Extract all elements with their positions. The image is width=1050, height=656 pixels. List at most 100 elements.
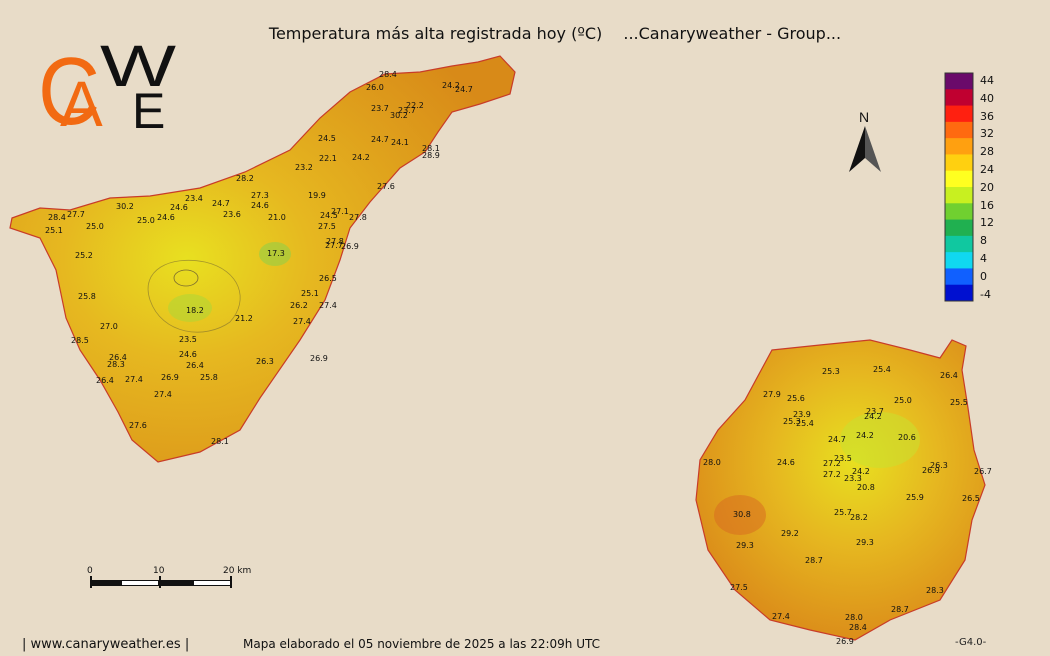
station-label: 26.3 xyxy=(930,461,948,470)
station-label: 25.7 xyxy=(834,508,852,517)
station-label: 27.8 xyxy=(326,237,344,246)
legend-tick-label: 8 xyxy=(980,234,987,248)
station-label: 26.7 xyxy=(974,467,992,476)
station-label: 24.7 xyxy=(828,435,846,444)
logo-letter-c: C xyxy=(38,38,100,134)
station-label: 27.8 xyxy=(349,213,367,222)
station-label: 23.5 xyxy=(179,335,197,344)
station-label: 20.8 xyxy=(857,483,875,492)
station-label: 22.1 xyxy=(319,154,337,163)
legend-tick-label: 40 xyxy=(980,91,994,105)
station-label: 27.2 xyxy=(823,459,841,468)
legend-band xyxy=(945,138,973,155)
station-label: 27.1 xyxy=(331,207,349,216)
station-label: 26.2 xyxy=(290,301,308,310)
station-label: 30.2 xyxy=(390,111,408,120)
station-label: 27.7 xyxy=(325,241,343,250)
legend-band xyxy=(945,170,973,188)
station-label: 28.3 xyxy=(926,586,944,595)
station-label: 25.5 xyxy=(950,398,968,407)
station-label: 30.8 xyxy=(733,510,751,519)
grancanaria-labels: 25.3 25.4 26.4 27.9 25.6 25.0 25.5 23.9 … xyxy=(703,365,992,646)
station-label: 28.2 xyxy=(236,174,254,183)
legend-tick-label: 4 xyxy=(980,252,987,265)
station-label: 28.7 xyxy=(805,556,823,565)
station-label: 28.9 xyxy=(422,151,440,160)
map-title: Temperatura más alta registrada hoy (ºC)… xyxy=(0,24,1050,43)
station-label: 24.1 xyxy=(391,138,409,147)
station-label: 23.7 xyxy=(866,407,884,416)
station-label: 23.3 xyxy=(844,474,862,483)
station-label: 26.5 xyxy=(319,274,337,283)
legend-band xyxy=(945,154,973,172)
gc-green-zone xyxy=(840,412,920,468)
station-label: 29.2 xyxy=(781,529,799,538)
station-label: 30.2 xyxy=(116,202,134,211)
station-label: 21.0 xyxy=(268,213,286,222)
station-label: 29.3 xyxy=(736,541,754,550)
station-label: 27.5 xyxy=(730,583,748,592)
station-label: 21.2 xyxy=(235,314,253,323)
station-label: 27.9 xyxy=(763,390,781,399)
tenerife-labels: 28.4 26.0 24.2 24.7 23.7 22.2 23.7 30.2 … xyxy=(45,70,473,446)
gc-hot-zone xyxy=(714,495,766,535)
station-label: 24.5 xyxy=(318,134,336,143)
footer-version: -G4.0- xyxy=(955,637,987,648)
station-label: 17.3 xyxy=(267,249,285,258)
station-label: 26.5 xyxy=(962,494,980,503)
legend-band xyxy=(945,268,973,286)
tenerife-island xyxy=(9,55,516,463)
station-label: 23.7 xyxy=(371,104,389,113)
station-label: 27.4 xyxy=(125,375,143,384)
station-label: 24.7 xyxy=(212,199,230,208)
grancanaria-shape xyxy=(695,339,986,641)
station-label: 27.3 xyxy=(251,191,269,200)
station-label: 28.5 xyxy=(71,336,89,345)
station-label: 28.1 xyxy=(422,144,440,153)
station-label: 29.3 xyxy=(856,538,874,547)
station-label: 23.5 xyxy=(834,454,852,463)
station-label: 25.3 xyxy=(783,417,801,426)
station-label: 27.4 xyxy=(293,317,311,326)
station-label: 25.4 xyxy=(873,365,891,374)
canaryweather-logo: C A W E xyxy=(38,38,176,134)
station-label: 23.2 xyxy=(295,163,313,172)
station-label: 28.4 xyxy=(849,623,867,632)
station-label: 24.2 xyxy=(864,412,882,421)
station-label: 26.4 xyxy=(109,353,127,362)
legend-band xyxy=(945,219,973,237)
legend-tick-label: 28 xyxy=(980,145,994,159)
station-label: 25.8 xyxy=(200,373,218,382)
legend-band xyxy=(945,284,973,302)
station-label: 19.9 xyxy=(308,191,326,200)
station-label: 28.2 xyxy=(850,513,868,522)
station-label: 20.6 xyxy=(898,433,916,442)
legend-colorbar xyxy=(944,72,974,302)
station-label: 27.6 xyxy=(377,182,395,191)
station-label: 25.9 xyxy=(906,493,924,502)
station-label: 25.0 xyxy=(894,396,912,405)
scale-tick-0: 0 xyxy=(87,566,93,576)
station-label: 24.2 xyxy=(352,153,370,162)
legend-tick-label: 44 xyxy=(980,74,994,87)
station-label: 25.1 xyxy=(301,289,319,298)
station-label: 26.9 xyxy=(341,242,359,251)
station-label: 25.1 xyxy=(45,226,63,235)
logo-letter-w: W xyxy=(100,38,176,99)
legend-band xyxy=(945,235,973,253)
station-label: 26.9 xyxy=(922,466,940,475)
station-label: 24.6 xyxy=(179,350,197,359)
legend-tick-label: 0 xyxy=(980,269,987,283)
legend-tick-label: 24 xyxy=(980,163,994,176)
station-label: 27.4 xyxy=(154,390,172,399)
station-label: 27.4 xyxy=(772,612,790,621)
legend-band xyxy=(945,73,973,90)
station-label: 24.2 xyxy=(442,81,460,90)
north-arrow-icon: N xyxy=(849,109,881,172)
title-text: Temperatura más alta registrada hoy (ºC) xyxy=(268,24,603,43)
station-label: 24.2 xyxy=(856,431,874,440)
legend-bands xyxy=(945,73,973,302)
legend-band xyxy=(945,105,973,123)
station-label: 26.4 xyxy=(96,376,114,385)
legend-band xyxy=(945,187,973,204)
